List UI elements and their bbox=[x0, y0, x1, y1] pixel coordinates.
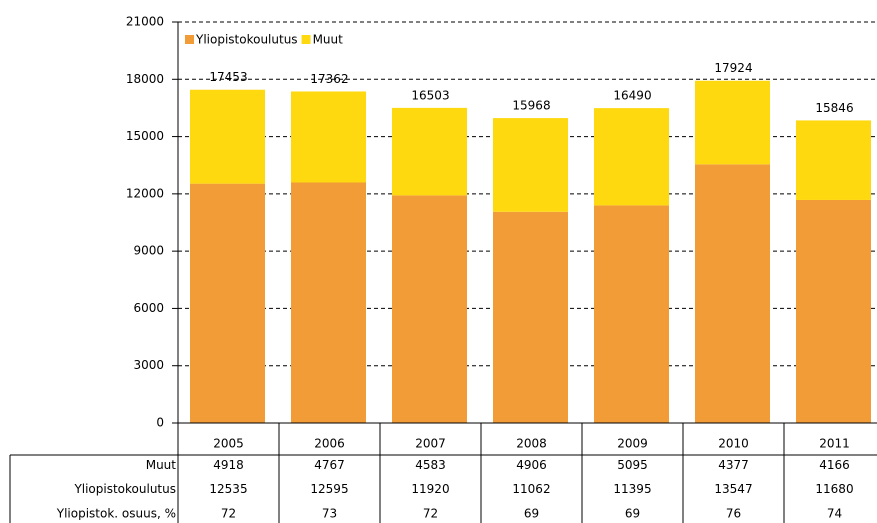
table-cell: 4166 bbox=[819, 458, 850, 472]
table-cell: 11062 bbox=[512, 482, 550, 496]
y-tick-label: 9000 bbox=[133, 244, 164, 258]
total-label: 15846 bbox=[815, 101, 853, 115]
bar-segment bbox=[291, 182, 366, 423]
bar-segment bbox=[190, 89, 265, 184]
legend-label: Yliopistokoulutus bbox=[195, 33, 298, 47]
table-cell: 13547 bbox=[714, 482, 752, 496]
table-cell: 4377 bbox=[718, 458, 749, 472]
x-tick-label: 2008 bbox=[516, 437, 547, 451]
y-tick-label: 6000 bbox=[133, 301, 164, 315]
table-cell: 4906 bbox=[516, 458, 547, 472]
y-tick-label: 18000 bbox=[126, 72, 164, 86]
bar-segment bbox=[493, 211, 568, 423]
table-cell: 12595 bbox=[310, 482, 348, 496]
table-cell: 11395 bbox=[613, 482, 651, 496]
x-tick-label: 2010 bbox=[718, 437, 749, 451]
x-tick-label: 2005 bbox=[213, 437, 244, 451]
x-tick-label: 2006 bbox=[314, 437, 345, 451]
bar-segment bbox=[392, 107, 467, 196]
bar-segment bbox=[796, 199, 871, 423]
legend-label: Muut bbox=[313, 33, 344, 47]
y-tick-label: 15000 bbox=[126, 129, 164, 143]
table-cell: 72 bbox=[221, 507, 236, 521]
table-cell: 73 bbox=[322, 507, 337, 521]
y-tick-label: 21000 bbox=[126, 15, 164, 29]
table-cell: 69 bbox=[625, 507, 640, 521]
table-cell: 4767 bbox=[314, 458, 345, 472]
legend-swatch bbox=[185, 35, 194, 44]
y-tick-label: 3000 bbox=[133, 358, 164, 372]
row-label: Yliopistok. osuus, % bbox=[56, 507, 176, 521]
x-tick-label: 2009 bbox=[617, 437, 648, 451]
legend-swatch bbox=[301, 35, 311, 44]
bar-segment bbox=[291, 91, 366, 183]
total-label: 15968 bbox=[512, 99, 550, 113]
bar-segment bbox=[695, 164, 770, 423]
total-label: 17453 bbox=[209, 70, 247, 84]
table-cell: 4583 bbox=[415, 458, 446, 472]
y-tick-label: 12000 bbox=[126, 186, 164, 200]
table-cell: 5095 bbox=[617, 458, 648, 472]
table-cell: 12535 bbox=[209, 482, 247, 496]
table-cell: 72 bbox=[423, 507, 438, 521]
x-tick-label: 2011 bbox=[819, 437, 850, 451]
table-cell: 69 bbox=[524, 507, 539, 521]
total-label: 17362 bbox=[310, 72, 348, 86]
bar-segment bbox=[594, 205, 669, 423]
bar-segment bbox=[594, 108, 669, 206]
x-tick-label: 2007 bbox=[415, 437, 446, 451]
table-cell: 11680 bbox=[815, 482, 853, 496]
y-tick-label: 0 bbox=[156, 416, 164, 430]
row-label: Yliopistokoulutus bbox=[73, 482, 176, 496]
table-cell: 4918 bbox=[213, 458, 244, 472]
table-cell: 76 bbox=[726, 507, 741, 521]
total-label: 16503 bbox=[411, 88, 449, 102]
bar-segment bbox=[190, 183, 265, 423]
bar-segment bbox=[796, 120, 871, 200]
table-cell: 11920 bbox=[411, 482, 449, 496]
row-label: Muut bbox=[146, 458, 177, 472]
bar-segment bbox=[392, 195, 467, 423]
bar-segment bbox=[493, 118, 568, 212]
total-label: 16490 bbox=[613, 89, 651, 103]
total-label: 17924 bbox=[714, 61, 752, 75]
bar-segment bbox=[695, 80, 770, 165]
table-cell: 74 bbox=[827, 507, 842, 521]
